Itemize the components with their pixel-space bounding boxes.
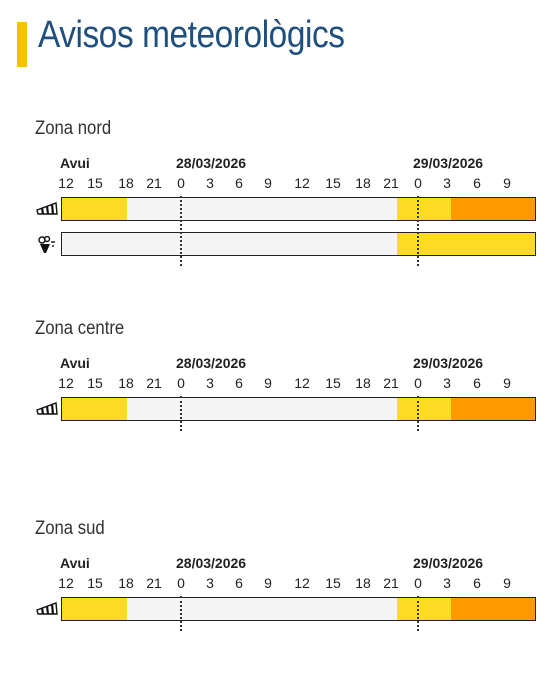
hour-label: 12 (58, 175, 74, 191)
day-separator-line (417, 596, 419, 631)
warning-row (0, 232, 560, 258)
warning-segment-none[interactable] (62, 233, 397, 255)
rain-icon (36, 235, 58, 254)
warning-segment-orange[interactable] (451, 598, 535, 620)
hour-label: 3 (206, 175, 214, 191)
hour-label: 12 (58, 575, 74, 591)
wind-icon (36, 401, 58, 419)
warning-timeline-bar (61, 397, 536, 421)
hour-label: 18 (355, 575, 371, 591)
day-separator-line (417, 396, 419, 431)
hour-label: 6 (473, 175, 481, 191)
hour-label: 18 (118, 375, 134, 391)
day-separator-line (180, 396, 182, 431)
hour-label: 9 (503, 375, 511, 391)
hour-label: 21 (146, 575, 162, 591)
day-label-date: 29/03/2026 (413, 355, 484, 371)
warning-segment-orange[interactable] (451, 198, 535, 220)
day-separator-line (180, 196, 182, 266)
hour-label: 0 (177, 175, 185, 191)
warning-segment-yellow[interactable] (397, 598, 451, 620)
hour-label: 0 (414, 175, 422, 191)
day-label-date: 29/03/2026 (413, 155, 484, 171)
zone-section: Zona nord Avui 28/03/2026 29/03/2026 12 15 18 2… (0, 118, 560, 288)
hour-label: 21 (383, 575, 399, 591)
hour-label: 3 (443, 175, 451, 191)
hour-label: 9 (264, 175, 272, 191)
hour-label: 9 (264, 375, 272, 391)
day-separator-line (417, 196, 419, 266)
day-label-today: Avui (60, 155, 90, 171)
hour-label: 9 (264, 575, 272, 591)
zone-section: Zona sud Avui 28/03/2026 29/03/2026 12 15 18 21… (0, 518, 560, 688)
zone-section: Zona centre Avui 28/03/2026 29/03/2026 12 15 1… (0, 318, 560, 488)
hour-label: 15 (325, 375, 341, 391)
warning-segment-yellow[interactable] (62, 398, 127, 420)
hour-label: 12 (294, 175, 310, 191)
day-label-date: 29/03/2026 (413, 555, 484, 571)
warning-segment-none[interactable] (127, 598, 397, 620)
hour-label: 6 (473, 575, 481, 591)
hour-label: 0 (414, 575, 422, 591)
hour-label: 6 (235, 575, 243, 591)
hour-label: 0 (414, 375, 422, 391)
hour-label: 12 (294, 575, 310, 591)
hour-label: 15 (325, 175, 341, 191)
hour-label: 3 (443, 575, 451, 591)
warning-timeline-bar (61, 597, 536, 621)
warning-segment-yellow[interactable] (397, 233, 535, 255)
hour-label: 15 (87, 175, 103, 191)
hour-label: 3 (443, 375, 451, 391)
warning-segment-yellow[interactable] (397, 198, 451, 220)
hour-label: 0 (177, 575, 185, 591)
warning-segment-none[interactable] (127, 398, 397, 420)
zone-name: Zona centre (35, 318, 125, 339)
hour-label: 12 (58, 375, 74, 391)
warning-segment-orange[interactable] (451, 398, 535, 420)
hour-label: 3 (206, 375, 214, 391)
day-label-today: Avui (60, 355, 90, 371)
wind-icon (36, 201, 58, 219)
hour-label: 15 (325, 575, 341, 591)
warning-segment-none[interactable] (127, 198, 397, 220)
day-label-date: 28/03/2026 (176, 155, 247, 171)
hour-label: 12 (294, 375, 310, 391)
warning-row (0, 597, 560, 623)
hour-label: 6 (235, 375, 243, 391)
hour-label: 9 (503, 575, 511, 591)
hour-label: 18 (118, 575, 134, 591)
zone-name: Zona sud (35, 518, 105, 539)
hour-label: 9 (503, 175, 511, 191)
hour-label: 18 (118, 175, 134, 191)
warning-timeline-bar (61, 232, 536, 256)
hour-label: 18 (355, 175, 371, 191)
wind-icon (36, 601, 58, 619)
page-title: Avisos meteorològics (38, 14, 345, 56)
title-accent-bar (17, 22, 27, 67)
warning-segment-yellow[interactable] (62, 598, 127, 620)
hour-label: 18 (355, 375, 371, 391)
hour-label: 21 (146, 375, 162, 391)
hour-label: 6 (235, 175, 243, 191)
warning-timeline-bar (61, 197, 536, 221)
zone-name: Zona nord (35, 118, 112, 139)
hour-label: 15 (87, 375, 103, 391)
day-label-date: 28/03/2026 (176, 355, 247, 371)
hour-label: 0 (177, 375, 185, 391)
hour-label: 15 (87, 575, 103, 591)
warning-row (0, 397, 560, 423)
warning-segment-yellow[interactable] (397, 398, 451, 420)
hour-label: 3 (206, 575, 214, 591)
hour-label: 21 (146, 175, 162, 191)
day-label-date: 28/03/2026 (176, 555, 247, 571)
warning-row (0, 197, 560, 223)
hour-label: 6 (473, 375, 481, 391)
day-label-today: Avui (60, 555, 90, 571)
day-separator-line (180, 596, 182, 631)
warning-segment-yellow[interactable] (62, 198, 127, 220)
hour-label: 21 (383, 175, 399, 191)
hour-label: 21 (383, 375, 399, 391)
